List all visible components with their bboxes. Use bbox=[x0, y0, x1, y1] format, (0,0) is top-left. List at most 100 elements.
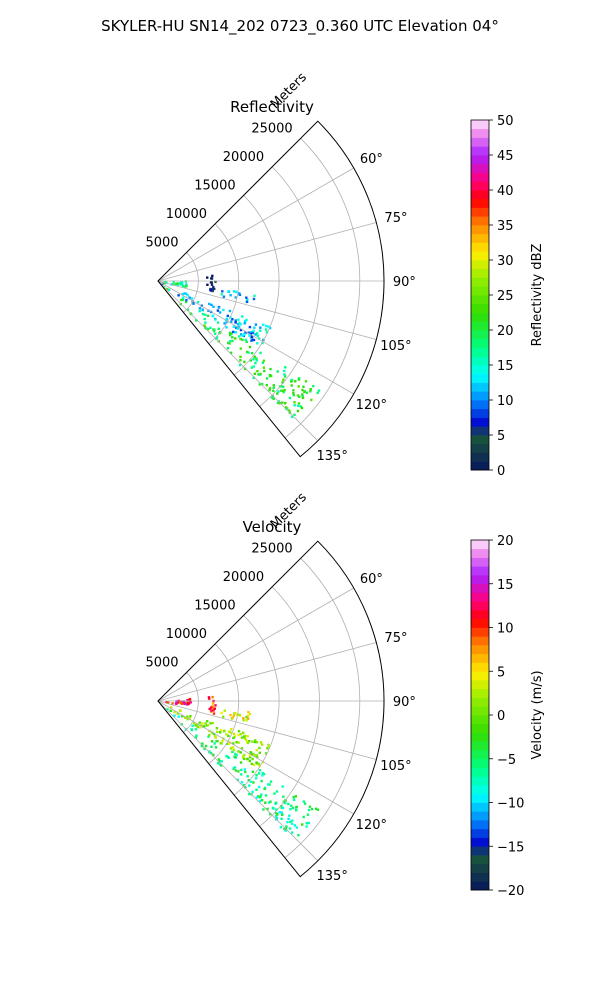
echo-cell bbox=[282, 378, 285, 381]
echo-cell bbox=[256, 370, 259, 373]
range-ring bbox=[233, 615, 280, 796]
echo-cell bbox=[290, 380, 293, 383]
echo-cell bbox=[232, 325, 235, 328]
echo-cell bbox=[186, 294, 189, 297]
echo-cell bbox=[216, 739, 219, 743]
echo-cell bbox=[218, 759, 221, 763]
echo-cell bbox=[208, 697, 211, 700]
echo-cell bbox=[173, 714, 176, 717]
echo-cell bbox=[247, 740, 251, 743]
echo-cell bbox=[269, 780, 273, 783]
echo-cell bbox=[172, 280, 175, 283]
echo-cell bbox=[238, 321, 241, 324]
echo-cell bbox=[251, 790, 254, 793]
colorbar-segment bbox=[471, 321, 489, 331]
echo-cell bbox=[271, 806, 275, 810]
colorbar-segment bbox=[471, 181, 489, 191]
echo-cell bbox=[269, 367, 272, 371]
echo-cell bbox=[252, 338, 256, 342]
echo-cell bbox=[182, 700, 185, 703]
echo-cell bbox=[228, 340, 232, 343]
echo-cell bbox=[245, 340, 248, 344]
echo-cell bbox=[257, 762, 260, 766]
echo-cell bbox=[210, 706, 213, 709]
echo-cell bbox=[216, 761, 220, 765]
echo-cell bbox=[214, 280, 217, 283]
echo-cell bbox=[241, 334, 244, 337]
echo-cell bbox=[220, 742, 223, 745]
echo-cell bbox=[278, 811, 281, 814]
echo-cell bbox=[275, 817, 279, 820]
echo-cell bbox=[166, 708, 169, 711]
colorbar-segment bbox=[471, 163, 489, 173]
echo-cell bbox=[256, 755, 259, 759]
echo-cell bbox=[310, 807, 314, 811]
echo-cell bbox=[315, 807, 318, 810]
colorbar-segment bbox=[471, 583, 489, 593]
echo-cell bbox=[179, 709, 182, 712]
azimuth-tick-label: 75° bbox=[384, 631, 407, 646]
colorbar-segment bbox=[471, 566, 489, 576]
echo-cell bbox=[293, 404, 296, 407]
echo-cell bbox=[231, 318, 234, 321]
echo-cell bbox=[245, 350, 249, 354]
azimuth-spoke bbox=[157, 167, 354, 282]
colorbar-segment bbox=[471, 881, 489, 891]
echo-cell bbox=[217, 327, 220, 330]
echo-cell bbox=[176, 701, 180, 704]
echo-cell bbox=[254, 777, 258, 780]
echo-cell bbox=[239, 359, 242, 362]
echo-cell bbox=[221, 290, 224, 293]
colorbar-segment bbox=[471, 443, 489, 453]
colorbar-segment bbox=[471, 338, 489, 348]
echo-cell bbox=[288, 827, 292, 830]
colorbar-segment bbox=[471, 837, 489, 847]
echo-cell bbox=[209, 326, 212, 329]
echo-cell bbox=[181, 293, 184, 296]
echo-cell bbox=[302, 815, 305, 819]
echo-cell bbox=[297, 385, 300, 388]
echo-cell bbox=[232, 742, 235, 745]
echo-cell bbox=[186, 308, 190, 312]
echo-cell bbox=[253, 294, 256, 297]
echo-cell bbox=[211, 314, 215, 318]
echo-cell bbox=[200, 304, 203, 307]
echo-cell bbox=[254, 323, 258, 326]
echo-cell bbox=[232, 714, 235, 717]
echo-cell bbox=[255, 788, 258, 791]
echo-cell bbox=[280, 811, 283, 814]
echo-cell bbox=[276, 370, 279, 373]
echo-cell bbox=[250, 335, 254, 338]
colorbar-segment bbox=[471, 172, 489, 182]
echo-cell bbox=[179, 702, 183, 705]
echo-cell bbox=[265, 384, 268, 387]
colorbar-segment bbox=[471, 636, 489, 646]
echo-cell bbox=[225, 320, 229, 324]
echo-cell bbox=[255, 761, 258, 764]
echo-cell bbox=[227, 742, 231, 745]
range-ring bbox=[208, 643, 240, 765]
echo-cell bbox=[186, 718, 189, 721]
echo-cell bbox=[257, 772, 261, 775]
echo-cell bbox=[186, 715, 189, 718]
echo-cell bbox=[297, 404, 300, 407]
echo-cell bbox=[229, 316, 232, 319]
echo-cell bbox=[307, 808, 311, 812]
echo-cell bbox=[259, 329, 262, 332]
echo-cell bbox=[243, 734, 247, 738]
echo-cell bbox=[258, 769, 262, 772]
echo-field bbox=[161, 274, 321, 419]
echo-cell bbox=[231, 339, 234, 343]
echo-cell bbox=[212, 753, 215, 757]
echo-cell bbox=[289, 820, 292, 824]
echo-cell bbox=[209, 752, 213, 755]
echo-cell bbox=[238, 713, 241, 716]
echo-cell bbox=[204, 313, 207, 316]
echo-cell bbox=[221, 739, 224, 743]
colorbar-segment bbox=[471, 207, 489, 217]
echo-cell bbox=[211, 702, 215, 705]
echo-cell bbox=[259, 796, 262, 799]
echo-cell bbox=[181, 296, 185, 299]
echo-cell bbox=[293, 401, 296, 404]
